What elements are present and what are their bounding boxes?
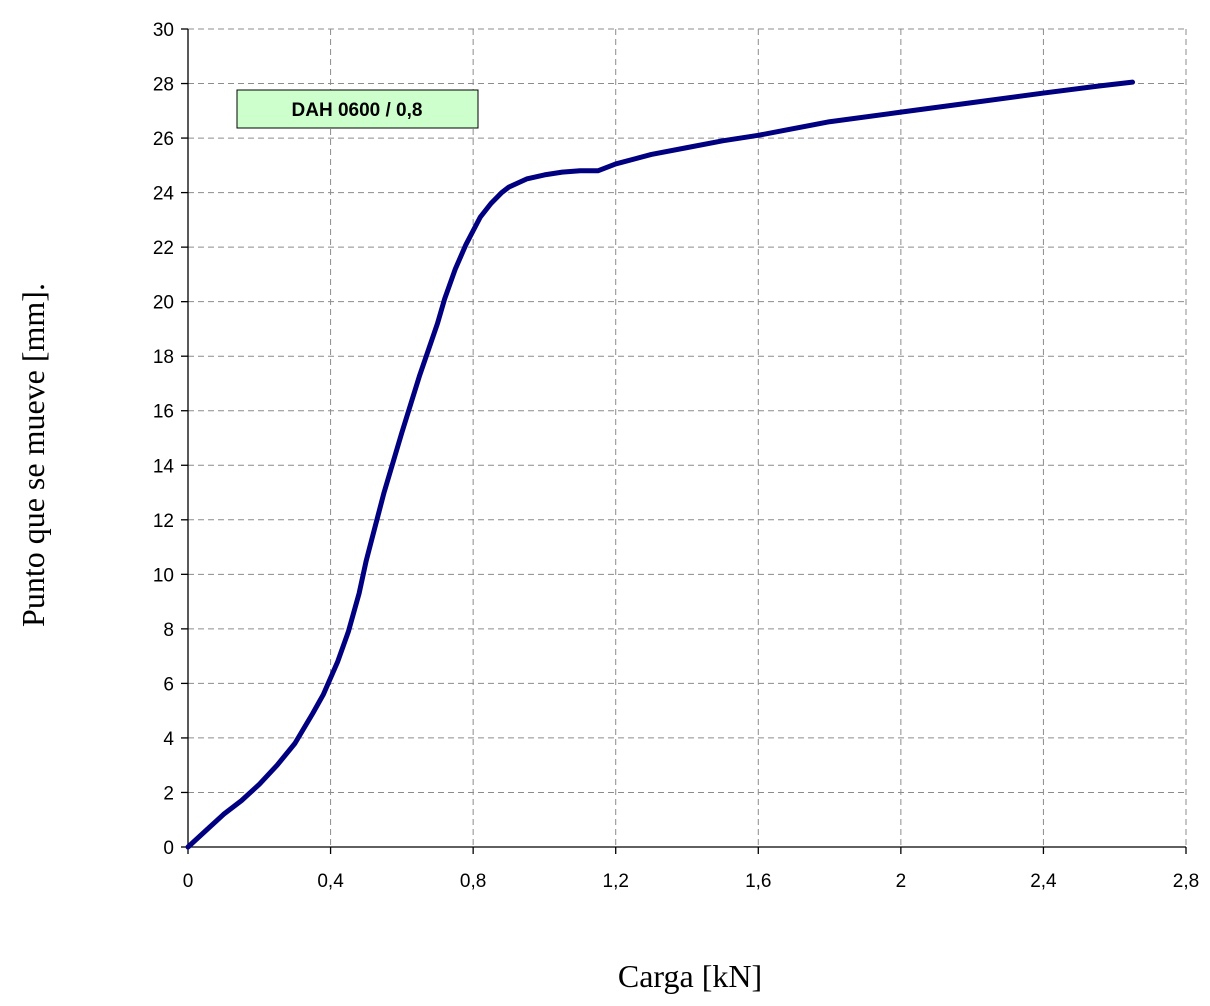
y-tick-label: 10 <box>153 565 174 586</box>
y-tick-label: 6 <box>163 674 174 695</box>
axis-layer: 0 0,4 0,8 1,2 1,6 2 2,4 2,802468101214161820222… <box>153 20 1199 892</box>
annotation-box: DAH 0600 / 0,8 <box>236 89 479 129</box>
series-line <box>185 79 1136 850</box>
series-layer <box>185 79 1136 850</box>
x-tick-label: 1,6 <box>745 871 771 892</box>
y-tick-label: 2 <box>163 783 174 804</box>
y-tick-label: 24 <box>153 184 175 205</box>
y-tick-label: 8 <box>163 620 174 641</box>
y-tick-label: 22 <box>153 238 174 259</box>
y-tick-label: 16 <box>153 402 174 423</box>
x-axis-title: Carga [kN] <box>618 958 762 994</box>
y-tick-label: 4 <box>163 729 174 750</box>
x-tick-label: 2,4 <box>1030 871 1057 892</box>
y-tick-label: 18 <box>153 347 174 368</box>
x-tick-label: 0,4 <box>317 871 344 892</box>
x-tick-label: 2,8 <box>1173 871 1199 892</box>
x-tick-label: 1,2 <box>603 871 629 892</box>
y-tick-label: 12 <box>153 511 174 532</box>
y-tick-label: 30 <box>153 20 174 41</box>
x-tick-label: 0,8 <box>460 871 486 892</box>
y-tick-label: 0 <box>163 838 174 859</box>
y-tick-label: 20 <box>153 293 174 314</box>
grid-layer <box>188 28 1187 847</box>
y-tick-label: 28 <box>153 75 174 96</box>
y-tick-label: 26 <box>153 129 174 150</box>
x-tick-label: 0 <box>183 871 194 892</box>
y-axis-title: Punto que se mueve [mm]. <box>15 283 51 627</box>
x-tick-label: 2 <box>896 871 907 892</box>
y-tick-label: 14 <box>153 456 175 477</box>
annotation-label: DAH 0600 / 0,8 <box>292 100 423 121</box>
annotation-background <box>236 89 479 129</box>
